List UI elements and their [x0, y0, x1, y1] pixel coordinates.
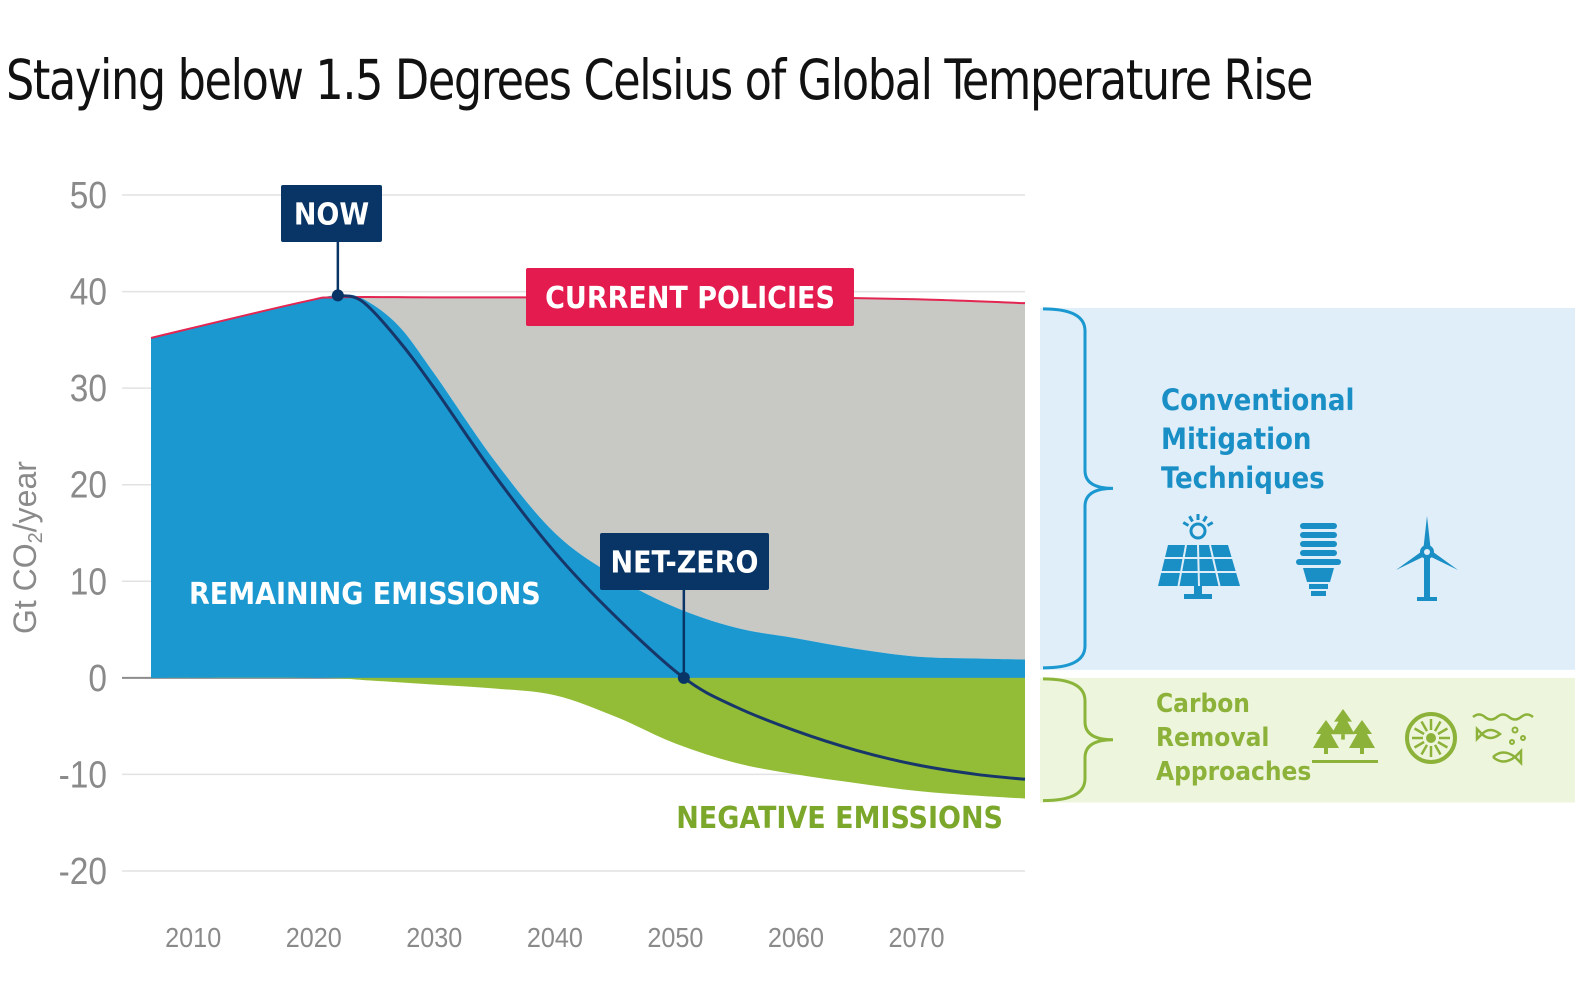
negative-emissions-area: [151, 677, 1025, 799]
y-tick-label: 40: [70, 271, 107, 313]
light-bulb-icon: [1296, 523, 1341, 596]
current-policies-badge: [526, 268, 854, 326]
carbon-removal-label-line: Removal: [1156, 723, 1269, 753]
y-axis-label: Gt CO2/year: [7, 461, 47, 634]
remaining-emissions-area: [151, 294, 1025, 678]
y-tick-label: 30: [70, 367, 107, 409]
y-tick-label: 50: [70, 174, 107, 216]
now-callout-label: NOW: [294, 198, 369, 233]
conventional-label-line: Conventional: [1161, 383, 1354, 417]
now-callout-box: [281, 185, 382, 242]
now-callout-marker: [331, 289, 344, 302]
net-zero-callout-box: [600, 533, 769, 590]
x-tick-label: 2020: [286, 922, 342, 954]
wind-turbine-icon: [1396, 516, 1458, 601]
current-policies-gap-area: [151, 294, 1025, 660]
y-tick-label: -10: [59, 753, 107, 795]
conventional-label-line: Mitigation: [1161, 422, 1312, 456]
current-policies-label: CURRENT POLICIES: [545, 281, 835, 316]
x-tick-label: 2040: [527, 922, 583, 954]
net-zero-callout-marker: [677, 671, 690, 684]
conventional-panel: [1040, 307, 1575, 670]
negative-emissions-label: NEGATIVE EMISSIONS: [676, 801, 1003, 836]
net-zero-callout-label: NET-ZERO: [611, 546, 759, 581]
y-tick-label: 0: [88, 657, 107, 699]
conventional-brace: [1042, 307, 1114, 670]
conventional-label-line: Techniques: [1161, 461, 1325, 495]
remaining-emissions-label: REMAINING EMISSIONS: [189, 577, 541, 612]
trees-icon: [1312, 709, 1378, 763]
net-emissions-line: [337, 293, 1026, 781]
mineral-disk-icon: [1405, 712, 1457, 764]
carbon-removal-panel: [1040, 677, 1575, 803]
y-tick-label: 20: [70, 464, 107, 506]
ocean-fish-icon: [1472, 713, 1534, 767]
x-tick-label: 2070: [888, 922, 944, 954]
carbon-removal-label-line: Approaches: [1156, 757, 1311, 787]
x-tick-label: 2060: [768, 922, 824, 954]
carbon-removal-brace: [1042, 677, 1114, 803]
x-tick-label: 2010: [165, 922, 221, 954]
chart-title: Staying below 1.5 Degrees Celsius of Glo…: [6, 48, 1313, 112]
solar-panel-icon: [1158, 514, 1240, 599]
x-tick-label: 2050: [647, 922, 703, 954]
x-tick-label: 2030: [406, 922, 462, 954]
y-tick-label: -20: [59, 850, 107, 892]
y-tick-label: 10: [70, 560, 107, 602]
carbon-removal-label-line: Carbon: [1156, 689, 1250, 719]
